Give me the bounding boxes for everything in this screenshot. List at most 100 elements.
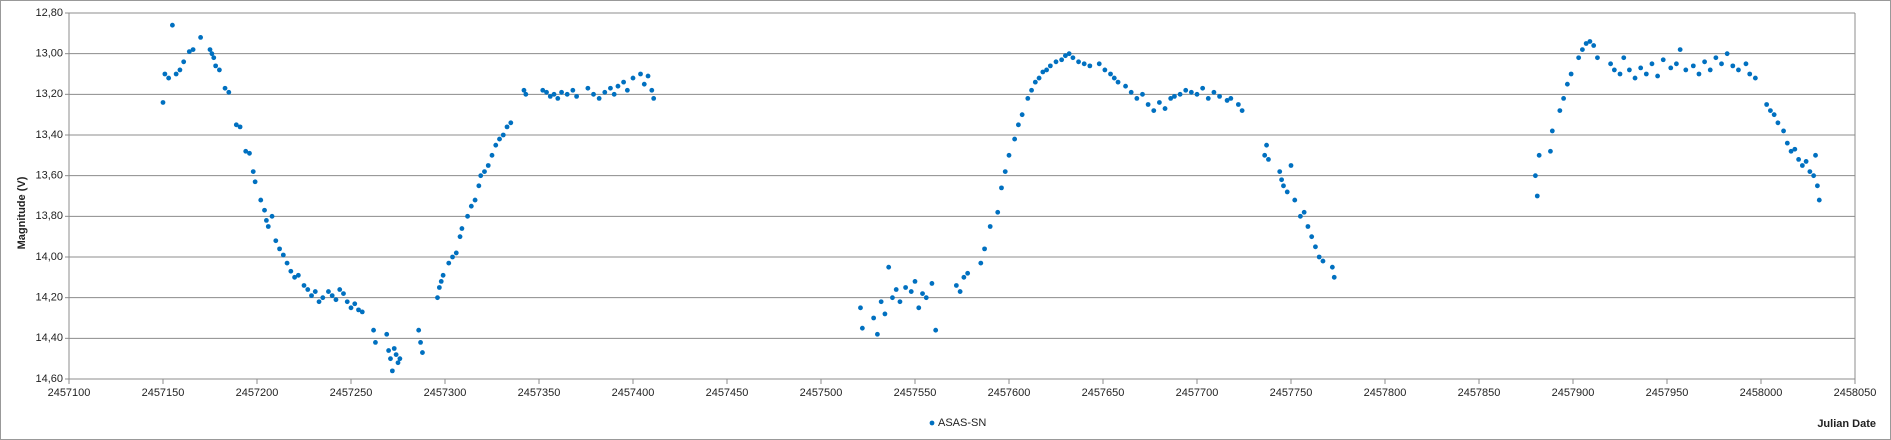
data-point xyxy=(521,87,527,93)
data-point xyxy=(1305,224,1311,229)
data-point xyxy=(418,340,423,345)
data-point xyxy=(440,272,446,278)
data-point xyxy=(1813,152,1818,158)
data-point xyxy=(1239,108,1245,113)
data-point xyxy=(621,79,626,85)
data-point xyxy=(435,295,440,301)
data-point xyxy=(478,173,484,179)
data-point xyxy=(1660,57,1666,63)
data-point xyxy=(1792,146,1798,152)
data-point xyxy=(1059,57,1065,63)
data-point xyxy=(1128,89,1134,95)
data-point xyxy=(1277,169,1283,175)
data-point xyxy=(1548,148,1553,154)
data-point xyxy=(1668,65,1674,71)
data-point xyxy=(987,224,993,229)
data-point xyxy=(1224,98,1230,103)
data-point xyxy=(1784,140,1790,146)
data-point xyxy=(1200,85,1206,91)
data-point xyxy=(1025,96,1031,101)
data-point xyxy=(1284,189,1290,195)
data-point xyxy=(252,179,258,185)
data-point xyxy=(893,287,899,292)
data-point xyxy=(1228,96,1234,101)
data-point xyxy=(384,331,390,337)
data-point xyxy=(309,293,314,299)
y-tick-label: 14,20 xyxy=(35,292,63,304)
data-point xyxy=(897,299,903,305)
data-point xyxy=(265,224,271,229)
x-tick-label: 2457150 xyxy=(142,387,185,399)
data-point xyxy=(611,91,617,97)
data-point xyxy=(1591,43,1597,48)
data-point xyxy=(1724,51,1730,57)
data-point xyxy=(217,67,222,73)
data-point xyxy=(585,85,591,91)
data-point xyxy=(923,295,929,301)
data-point xyxy=(965,270,971,276)
data-point xyxy=(450,254,455,260)
data-point xyxy=(544,89,549,95)
data-point xyxy=(1162,106,1168,111)
data-point xyxy=(908,289,914,294)
data-point xyxy=(641,81,647,87)
data-point xyxy=(1029,87,1034,93)
data-point xyxy=(1595,55,1600,61)
y-tick-label: 14,40 xyxy=(35,332,63,344)
data-point xyxy=(1580,47,1585,52)
data-point xyxy=(476,183,482,189)
data-point xyxy=(1076,59,1081,65)
data-point xyxy=(1564,81,1570,87)
data-point xyxy=(1096,61,1102,67)
data-point xyxy=(1019,112,1025,118)
data-point xyxy=(1702,59,1707,65)
data-point xyxy=(277,246,282,252)
data-point xyxy=(1674,61,1679,67)
data-point xyxy=(596,96,602,101)
data-point xyxy=(1796,157,1801,162)
data-point xyxy=(933,327,939,333)
data-point xyxy=(1803,159,1809,164)
data-point xyxy=(957,289,963,294)
data-point xyxy=(1301,209,1307,215)
data-point xyxy=(1211,89,1217,95)
x-axis-label: Julian Date xyxy=(1817,418,1876,430)
data-point xyxy=(1611,67,1617,73)
y-tick-label: 12,80 xyxy=(35,7,63,19)
data-point xyxy=(540,87,546,93)
data-point xyxy=(305,287,311,292)
data-point xyxy=(1799,163,1805,168)
data-point xyxy=(551,91,557,97)
data-point xyxy=(1643,71,1649,77)
legend-marker xyxy=(929,420,935,426)
data-point xyxy=(1036,75,1042,81)
data-point xyxy=(1151,108,1157,113)
data-point xyxy=(508,120,514,126)
data-point xyxy=(615,83,621,89)
data-point xyxy=(1006,152,1012,158)
data-point xyxy=(1002,169,1008,175)
data-point xyxy=(882,311,888,317)
data-point xyxy=(1621,55,1627,61)
data-point xyxy=(1016,122,1021,128)
data-point xyxy=(1140,91,1145,97)
data-point xyxy=(1807,169,1813,175)
x-tick-label: 2457950 xyxy=(1646,387,1689,399)
data-point xyxy=(1292,197,1298,203)
data-point xyxy=(468,203,474,209)
data-point xyxy=(1649,61,1655,67)
y-tick-label: 13,20 xyxy=(35,88,63,100)
x-tick-label: 2457850 xyxy=(1458,387,1501,399)
data-point xyxy=(1764,102,1770,107)
data-point xyxy=(237,124,243,130)
x-tick-label: 2457800 xyxy=(1364,387,1407,399)
data-point xyxy=(226,89,232,95)
data-point xyxy=(1168,96,1174,101)
data-point xyxy=(1815,183,1820,189)
data-point xyxy=(459,226,465,231)
data-point xyxy=(1266,157,1271,162)
data-point xyxy=(262,207,267,213)
data-point xyxy=(292,274,297,280)
data-point xyxy=(1747,71,1753,77)
data-point xyxy=(859,325,865,331)
